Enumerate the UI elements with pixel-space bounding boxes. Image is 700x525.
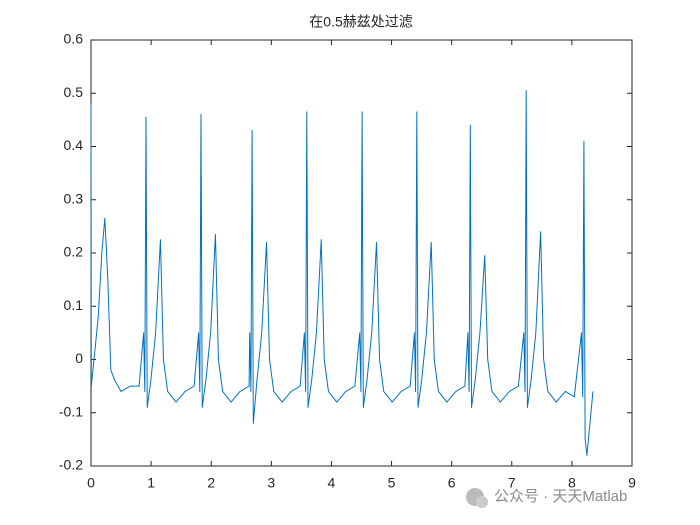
- y-tick-label: -0.2: [59, 457, 83, 473]
- watermark-text: 公众号 · 天天Matlab: [494, 488, 627, 505]
- x-tick-label: 1: [147, 475, 155, 491]
- y-tick-label: 0: [75, 350, 83, 366]
- watermark-icon: [476, 496, 488, 508]
- chart-title: 在0.5赫兹处过滤: [309, 14, 412, 30]
- x-tick-label: 8: [568, 475, 576, 491]
- x-tick-label: 7: [508, 475, 516, 491]
- y-tick-label: -0.1: [59, 403, 83, 419]
- x-tick-label: 5: [388, 475, 396, 491]
- y-tick-label: 0.4: [64, 137, 84, 153]
- y-tick-label: 0.6: [64, 31, 84, 47]
- watermark: 公众号 · 天天Matlab: [466, 488, 627, 508]
- x-tick-label: 4: [328, 475, 336, 491]
- data-line: [90, 90, 594, 456]
- x-tick-label: 6: [448, 475, 456, 491]
- x-tick-label: 2: [207, 475, 215, 491]
- y-tick-label: 0.1: [64, 297, 84, 313]
- x-tick-label: 9: [628, 475, 636, 491]
- y-tick-label: 0.5: [64, 84, 84, 100]
- y-tick-label: 0.2: [64, 244, 84, 260]
- y-tick-label: 0.3: [64, 190, 84, 206]
- x-tick-label: 0: [87, 475, 95, 491]
- x-tick-label: 3: [267, 475, 275, 491]
